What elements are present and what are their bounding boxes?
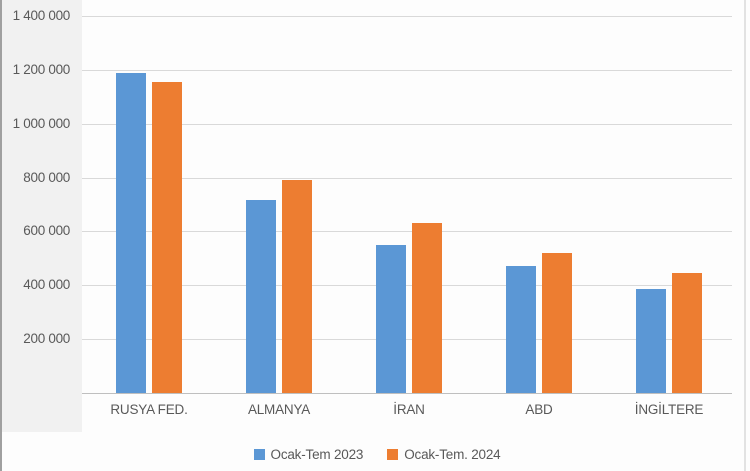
bar-i-ran-2023 (376, 244, 406, 393)
bar-rusya-fed--2024 (152, 81, 182, 393)
legend: Ocak-Tem 2023 Ocak-Tem. 2024 (2, 447, 750, 462)
legend-label-2024: Ocak-Tem. 2024 (404, 447, 501, 462)
gridline-200000 (82, 339, 732, 341)
gridline-1000000 (82, 123, 732, 125)
x-category-label-2: ALMANYA (247, 402, 311, 417)
image-right-edge-line (744, 0, 746, 471)
bar-abd-2024 (542, 252, 572, 393)
bar-i-ran-2024 (412, 223, 442, 393)
legend-swatch-2023-icon (253, 449, 265, 460)
y-tick-label-1200000: 1 200 000 (12, 61, 71, 77)
y-tick-label-1400000: 1 400 000 (12, 8, 71, 23)
y-tick-label-400000: 400 000 (23, 277, 70, 293)
legend-swatch-2024-icon (387, 449, 399, 460)
x-category-label-4: ABD (525, 402, 553, 417)
gridline-1200000 (82, 69, 732, 71)
y-tick-label-1000000: 1 000 000 (12, 115, 71, 131)
bar-almanya-2023 (246, 200, 276, 393)
gridline-600000 (82, 231, 732, 233)
bar-abd-2023 (506, 266, 536, 393)
bar-i-ngi-ltere-2023 (636, 289, 666, 393)
legend-item-2024: Ocak-Tem. 2024 (387, 447, 501, 462)
y-axis-label-band (2, 0, 82, 432)
x-category-label-3: İRAN (393, 402, 425, 417)
x-category-label-1: RUSYA FED. (110, 402, 188, 417)
legend-item-2023: Ocak-Tem 2023 (253, 447, 364, 462)
y-tick-label-800000: 800 000 (23, 169, 70, 185)
bar-rusya-fed--2023 (116, 72, 146, 393)
gridline-1400000 (82, 16, 732, 17)
y-tick-label-600000: 600 000 (23, 223, 70, 239)
bar-almanya-2024 (282, 180, 312, 393)
bar-i-ngi-ltere-2024 (672, 273, 702, 393)
legend-label-2023: Ocak-Tem 2023 (270, 447, 364, 462)
x-category-label-5: İNGİLTERE (634, 402, 704, 417)
gridline-400000 (82, 285, 732, 287)
y-tick-label-200000: 200 000 (23, 331, 70, 347)
gridline-800000 (82, 177, 732, 179)
x-axis-line (82, 393, 732, 394)
